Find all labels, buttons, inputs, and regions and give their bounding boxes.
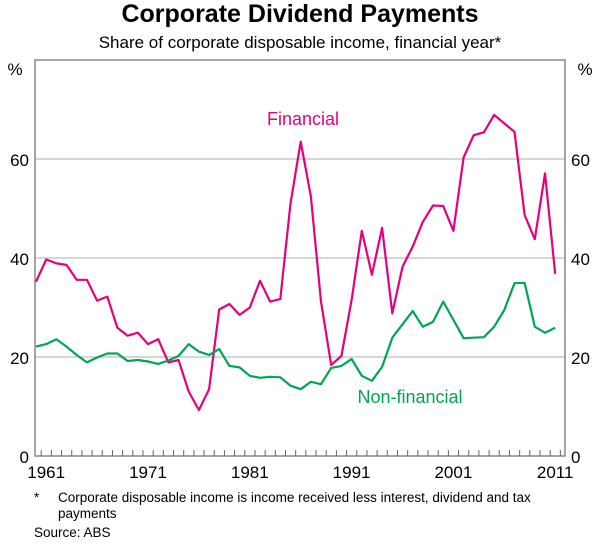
x-tick-label: 2001 [434, 463, 472, 482]
y-tick-label-left: 0 [20, 448, 29, 467]
plot-frame [34, 59, 566, 457]
series-line-non-financial [35, 281, 556, 391]
x-tick-label: 1981 [231, 463, 269, 482]
series-label-financial: Financial [267, 109, 339, 129]
footnote-text: Corporate disposable income is income re… [58, 490, 531, 521]
chart-title: Corporate Dividend Payments [121, 0, 479, 28]
y-tick-label-left: 20 [10, 349, 29, 368]
source-note: Source: ABS [34, 525, 111, 540]
y-tick-label-right: 60 [571, 151, 590, 170]
x-tick-label: 1971 [129, 463, 167, 482]
series-label-non-financial: Non-financial [357, 387, 462, 407]
y-tick-label-right: 40 [571, 250, 590, 269]
series-line-financial [34, 113, 557, 412]
footnote-marker: * [34, 490, 40, 505]
y-axis-unit-left: % [7, 60, 22, 79]
x-tick-label: 1991 [333, 463, 371, 482]
chart-subtitle: Share of corporate disposable income, fi… [98, 33, 502, 52]
y-tick-label-right: 0 [571, 448, 580, 467]
y-tick-label-left: 60 [10, 151, 29, 170]
x-tick-label: 2011 [537, 463, 574, 482]
y-tick-label-right: 20 [571, 349, 590, 368]
y-axis-unit-right: % [577, 60, 592, 79]
x-tick-label: 1961 [27, 463, 65, 482]
footnote: * Corporate disposable income is income … [34, 490, 578, 522]
y-tick-label-left: 40 [10, 250, 29, 269]
